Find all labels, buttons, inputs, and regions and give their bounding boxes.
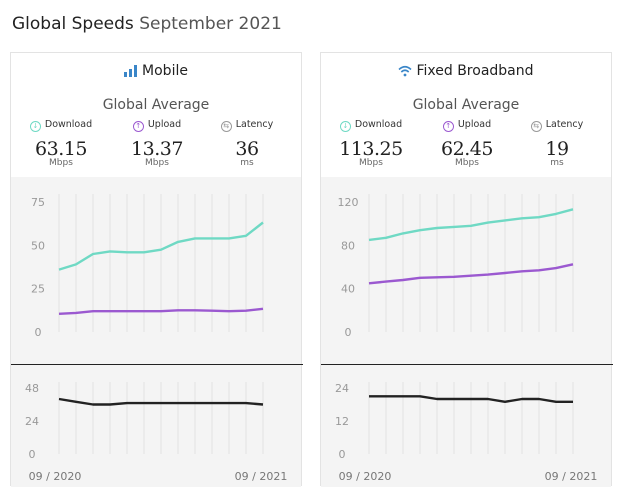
metric-unit: ms <box>550 158 564 168</box>
y-tick-label: 24 <box>25 415 39 428</box>
y-tick-label: 50 <box>31 239 45 252</box>
page-title-main: Global Speeds <box>12 14 134 34</box>
download-series-line <box>58 221 264 271</box>
mobile-chart-divider <box>11 364 303 365</box>
y-tick-label: 40 <box>341 283 355 296</box>
y-tick-label: 80 <box>341 239 355 252</box>
y-tick-label: 120 <box>338 196 359 209</box>
metric-label: Upload <box>457 119 492 130</box>
y-tick-label: 0 <box>29 448 36 461</box>
y-tick-label: 0 <box>35 326 42 339</box>
y-tick-label: 24 <box>335 382 349 395</box>
fixed-latency-metric: ⇆ Latency 19 ms <box>509 119 605 168</box>
mobile-tab[interactable]: Mobile <box>11 63 301 79</box>
metric-unit: ms <box>240 158 254 168</box>
mobile-title: Mobile <box>142 63 188 79</box>
latency-circle-icon: ⇆ <box>530 121 542 132</box>
mobile-latency-metric: ⇆ Latency 36 ms <box>199 119 295 168</box>
metric-label: Download <box>44 119 93 130</box>
wifi-icon <box>398 65 413 77</box>
latency-plot-area <box>321 365 611 487</box>
metric-unit: Mbps <box>359 158 383 168</box>
fixed-broadband-chart[interactable]: 0 40 80 120 0 12 24 09 / 2020 09 / 2021 <box>321 177 611 487</box>
arrow-up-circle-icon: ↑ <box>442 121 454 132</box>
mobile-chart[interactable]: 0 25 50 75 0 24 48 09 / 2020 09 / 2021 <box>11 177 301 487</box>
download-series-line <box>368 208 574 242</box>
latency-circle-icon: ⇆ <box>220 121 232 132</box>
metric-unit: Mbps <box>145 158 169 168</box>
upload-series-line <box>368 263 574 285</box>
x-tick-label-start: 09 / 2020 <box>339 470 392 483</box>
metric-value: 113.25 <box>339 138 403 160</box>
fixed-download-metric: ↓ Download 113.25 Mbps <box>323 119 419 168</box>
y-tick-label: 25 <box>31 283 45 296</box>
latency-plot-area <box>11 365 301 487</box>
fixed-broadband-panel: Fixed Broadband Global Average ↓ Download… <box>320 52 613 487</box>
fixed-upload-metric: ↑ Upload 62.45 Mbps <box>419 119 515 168</box>
fixed-chart-divider <box>321 364 613 365</box>
upload-series-line <box>58 307 264 315</box>
metric-unit: Mbps <box>455 158 479 168</box>
page-title-period: September 2021 <box>139 14 282 34</box>
metric-value: 36 <box>235 138 259 160</box>
y-tick-label: 48 <box>25 382 39 395</box>
metric-unit: Mbps <box>49 158 73 168</box>
latency-series-line <box>369 395 573 404</box>
x-tick-label-end: 09 / 2021 <box>235 470 288 483</box>
speed-plot-area <box>11 177 301 364</box>
signal-bars-icon <box>124 65 138 77</box>
fixed-global-average-title: Global Average <box>412 97 520 113</box>
x-tick-label-end: 09 / 2021 <box>545 470 598 483</box>
metric-value: 13.37 <box>131 138 183 160</box>
arrow-down-circle-icon: ↓ <box>339 121 351 132</box>
mobile-download-metric: ↓ Download 63.15 Mbps <box>13 119 109 168</box>
arrow-down-circle-icon: ↓ <box>29 121 41 132</box>
fixed-broadband-tab[interactable]: Fixed Broadband <box>321 63 611 79</box>
metric-value: 62.45 <box>441 138 493 160</box>
x-tick-label-start: 09 / 2020 <box>29 470 82 483</box>
y-tick-label: 0 <box>345 326 352 339</box>
metric-label: Latency <box>235 119 274 130</box>
arrow-up-circle-icon: ↑ <box>132 121 144 132</box>
page-title: Global Speeds September 2021 <box>12 14 282 34</box>
y-tick-label: 0 <box>339 448 346 461</box>
latency-series-line <box>58 397 264 406</box>
mobile-panel: Mobile Global Average ↓ Download 63.15 Mb… <box>10 52 303 487</box>
y-tick-label: 12 <box>335 415 349 428</box>
metric-value: 63.15 <box>35 138 87 160</box>
metric-label: Download <box>354 119 403 130</box>
metric-label: Upload <box>147 119 182 130</box>
fixed-broadband-title: Fixed Broadband <box>416 63 534 79</box>
y-tick-label: 75 <box>31 196 45 209</box>
mobile-upload-metric: ↑ Upload 13.37 Mbps <box>109 119 205 168</box>
metric-value: 19 <box>545 138 569 160</box>
mobile-global-average-title: Global Average <box>102 97 210 113</box>
speed-plot-area <box>321 177 611 364</box>
metric-label: Latency <box>545 119 584 130</box>
